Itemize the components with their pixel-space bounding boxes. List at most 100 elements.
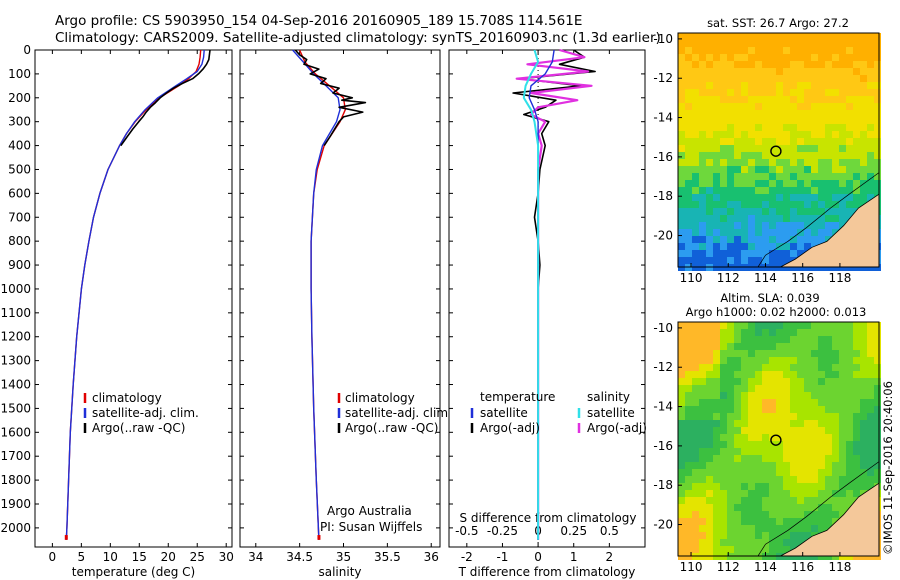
x-tick-label: 35 [336,550,351,564]
map-cell [804,504,811,511]
map-cell [769,392,776,399]
map-cell [713,54,720,61]
map-cell [720,82,727,89]
map-cell [797,364,804,371]
map-cell [727,138,734,145]
map-cell [741,33,748,40]
map-cell [839,420,846,427]
map-cell [692,152,699,159]
map-cell [818,448,825,455]
map-cell [811,441,818,448]
map-cell [797,229,804,236]
legend-entry: Argo(..raw -QC) [345,421,438,435]
map-cell [790,413,797,420]
map-cell [720,427,727,434]
map-cell [706,131,713,138]
map-cell [734,420,741,427]
map-cell [727,201,734,208]
map-cell [839,455,846,462]
map-cell [769,40,776,47]
map-cell [818,166,825,173]
map-cell [734,208,741,215]
map-cell [720,434,727,441]
map-cell [860,385,867,392]
map-cell [804,82,811,89]
map-cell [839,364,846,371]
map-cell [818,329,825,336]
map-cell [867,110,874,117]
map-y-tick-label: -20 [653,518,673,532]
map-cell [839,385,846,392]
map-cell [832,504,839,511]
map-cell [678,124,685,131]
map-cell [741,166,748,173]
map-cell [748,441,755,448]
map-cell [706,180,713,187]
map-cell [685,201,692,208]
map-cell [685,124,692,131]
map-cell [839,89,846,96]
map-cell [846,166,853,173]
map-cell [692,145,699,152]
map-cell [713,497,720,504]
map-cell [685,138,692,145]
map-cell [867,455,874,462]
map-cell [685,413,692,420]
map-cell [678,469,685,476]
map-cell [769,427,776,434]
map-cell [874,187,881,194]
x-tick-label: 30 [219,550,234,564]
map-cell [727,378,734,385]
map-cell [853,483,860,490]
map-cell [818,152,825,159]
map-cell [846,82,853,89]
map-cell [720,413,727,420]
map-cell [818,159,825,166]
map-cell [853,371,860,378]
map-cell [832,82,839,89]
map-cell [783,75,790,82]
map-cell [818,47,825,54]
map-cell [804,518,811,525]
map-cell [741,427,748,434]
map-cell [755,371,762,378]
map-cell [706,229,713,236]
map-cell [762,427,769,434]
map-cell [783,103,790,110]
map-cell [846,208,853,215]
map-cell [797,525,804,532]
map-cell [776,89,783,96]
map-cell [685,483,692,490]
map-cell [832,222,839,229]
map-cell [720,229,727,236]
map-cell [797,483,804,490]
map-cell [727,483,734,490]
map-cell [762,131,769,138]
map-cell [874,406,881,413]
map-cell [853,364,860,371]
map-cell [699,103,706,110]
map-cell [706,208,713,215]
map-cell [699,434,706,441]
map-cell [860,33,867,40]
map-cell [804,434,811,441]
map-x-tick-label: 116 [791,271,814,285]
map-cell [832,455,839,462]
map-cell [706,518,713,525]
map-cell [874,469,881,476]
map-cell [727,441,734,448]
map-cell [720,138,727,145]
map-cell [692,215,699,222]
map-cell [734,187,741,194]
map-cell [678,399,685,406]
annotation-line: PI: Susan Wijffels [320,520,422,534]
map-cell [741,378,748,385]
map-cell [804,364,811,371]
map-cell [874,336,881,343]
map-cell [713,343,720,350]
map-cell [692,525,699,532]
map-cell [678,215,685,222]
map-cell [685,61,692,68]
map-cell [755,236,762,243]
map-cell [685,525,692,532]
